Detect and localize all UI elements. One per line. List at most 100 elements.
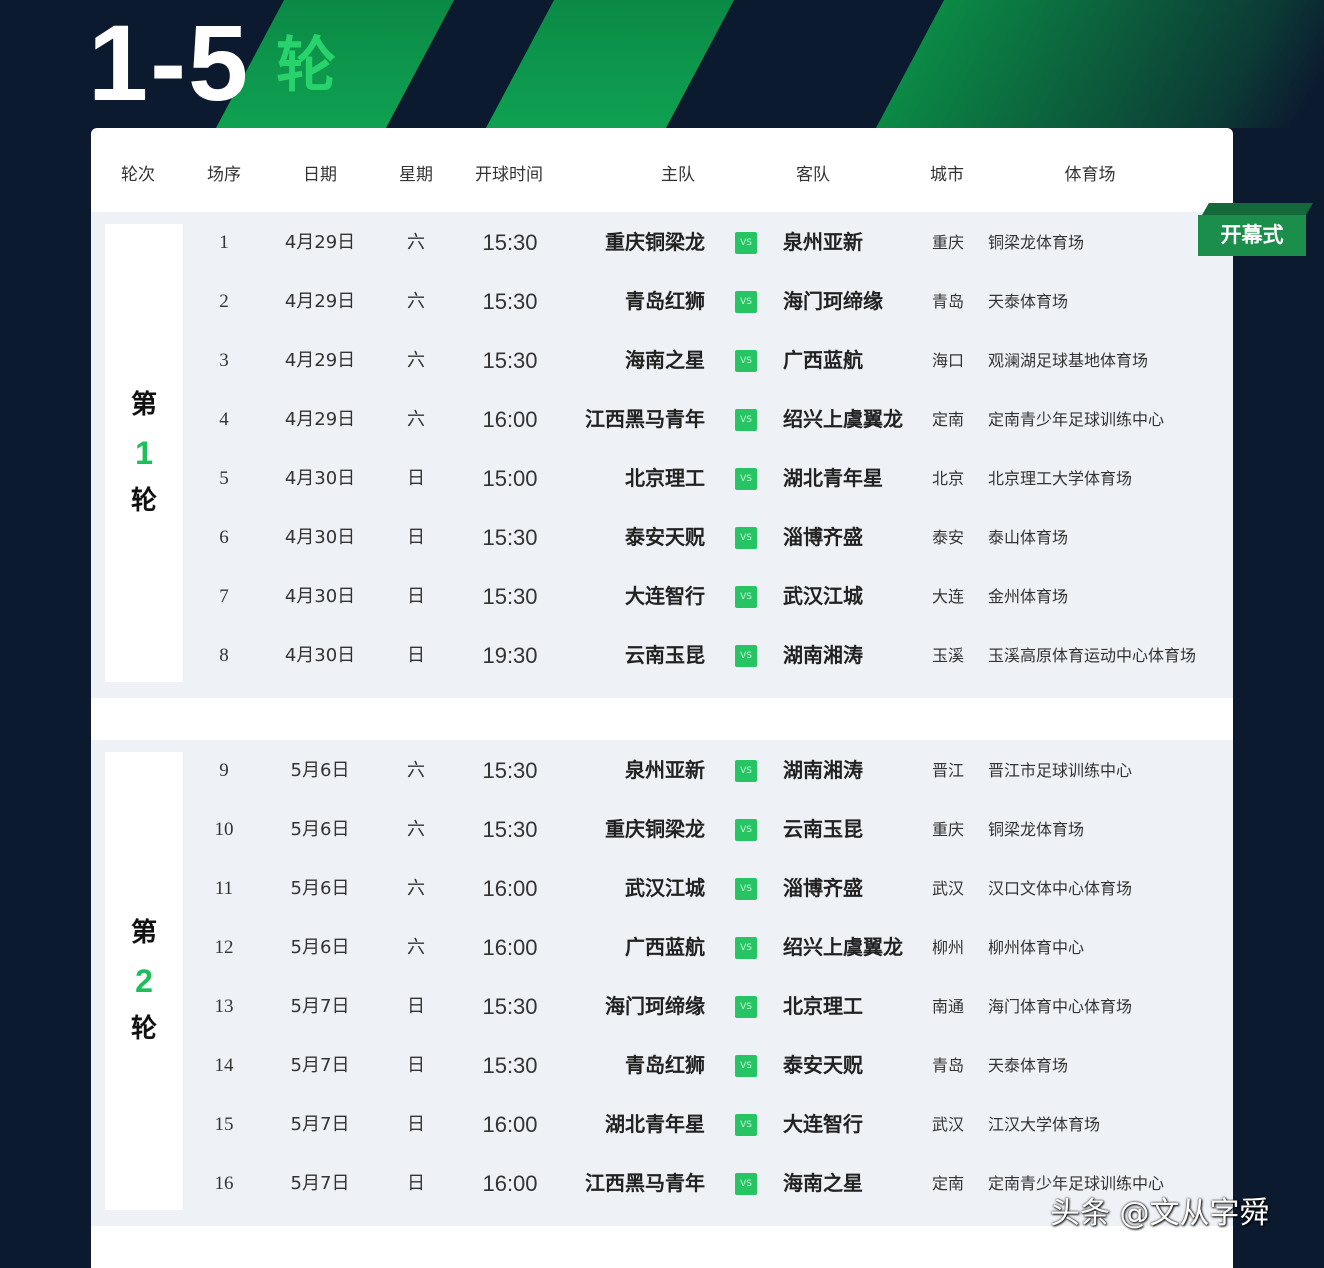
vs-icon: VS — [735, 819, 757, 841]
venue: 天泰体育场 — [988, 1056, 1069, 1075]
match-weekday: 六 — [407, 760, 425, 781]
venue: 北京理工大学体育场 — [988, 469, 1133, 488]
vs-icon: VS — [735, 350, 757, 372]
city: 武汉 — [932, 879, 965, 898]
table-row: 14 5月7日 日 15:30 青岛红狮 VS 泰安天贶 青岛 天泰体育场 — [91, 1036, 1233, 1095]
table-row: 9 5月6日 六 15:30 泉州亚新 VS 湖南湘涛 晋江 晋江市足球训练中心 — [91, 741, 1233, 800]
table-row: 16 5月7日 日 16:00 江西黑马青年 VS 海南之星 定南 定南青少年足… — [91, 1154, 1233, 1213]
match-weekday: 六 — [407, 291, 425, 312]
table-row: 13 5月7日 日 15:30 海门珂缔缘 VS 北京理工 南通 海门体育中心体… — [91, 977, 1233, 1036]
home-team: 青岛红狮 — [625, 1053, 705, 1077]
vs-icon: VS — [735, 1114, 757, 1136]
match-date: 4月29日 — [284, 232, 356, 253]
kickoff-time: 19:30 — [482, 643, 538, 668]
match-weekday: 六 — [407, 937, 425, 958]
kickoff-time: 15:30 — [482, 584, 538, 609]
home-team: 武汉江城 — [625, 876, 705, 900]
venue: 柳州体育中心 — [988, 938, 1085, 957]
home-team: 重庆铜梁龙 — [605, 817, 705, 841]
match-no: 8 — [219, 645, 229, 666]
match-no: 6 — [219, 527, 229, 548]
banner-title: 1-5 轮 — [88, 8, 336, 118]
away-team: 大连智行 — [783, 1112, 863, 1136]
header-away: 客队 — [796, 165, 830, 185]
vs-icon: VS — [735, 527, 757, 549]
round-range: 1-5 — [88, 2, 251, 123]
city: 定南 — [932, 1174, 965, 1193]
venue: 定南青少年足球训练中心 — [988, 410, 1165, 429]
away-team: 淄博齐盛 — [783, 525, 863, 549]
table-row: 11 5月6日 六 16:00 武汉江城 VS 淄博齐盛 武汉 汉口文体中心体育… — [91, 859, 1233, 918]
venue: 铜梁龙体育场 — [988, 820, 1085, 839]
city: 青岛 — [932, 1056, 965, 1075]
match-no: 7 — [219, 586, 229, 607]
table-row: 8 4月30日 日 19:30 云南玉昆 VS 湖南湘涛 玉溪 玉溪高原体育运动… — [91, 626, 1233, 685]
away-team: 武汉江城 — [783, 584, 863, 608]
match-no: 14 — [214, 1055, 234, 1076]
home-team: 大连智行 — [625, 584, 705, 608]
watermark: 头条 @文从字舜 — [1050, 1196, 1270, 1231]
kickoff-time: 16:00 — [482, 1171, 538, 1196]
round-prefix: 第 — [130, 918, 157, 948]
vs-icon: VS — [735, 291, 757, 313]
home-team: 江西黑马青年 — [585, 1171, 705, 1195]
away-team: 广西蓝航 — [783, 348, 863, 372]
city: 定南 — [932, 410, 965, 429]
match-date: 4月29日 — [284, 350, 356, 371]
round-block: 第 1 轮 1 4月29日 六 15:30 重庆铜梁龙 VS 泉州亚新 重庆 铜… — [91, 212, 1233, 698]
match-no: 1 — [219, 232, 229, 253]
away-team: 淄博齐盛 — [783, 876, 863, 900]
home-team: 泰安天贶 — [625, 525, 705, 549]
header-city: 城市 — [930, 165, 964, 185]
match-date: 5月7日 — [290, 996, 350, 1017]
city: 重庆 — [932, 233, 965, 252]
table-row: 5 4月30日 日 15:00 北京理工 VS 湖北青年星 北京 北京理工大学体… — [91, 449, 1233, 508]
away-team: 湖南湘涛 — [783, 643, 863, 667]
table-row: 6 4月30日 日 15:30 泰安天贶 VS 淄博齐盛 泰安 泰山体育场 — [91, 508, 1233, 567]
match-no: 15 — [214, 1114, 234, 1135]
venue: 玉溪高原体育运动中心体育场 — [988, 646, 1197, 665]
city: 晋江 — [932, 761, 965, 780]
kickoff-time: 16:00 — [482, 935, 538, 960]
away-team: 湖南湘涛 — [783, 758, 863, 782]
kickoff-time: 16:00 — [482, 1112, 538, 1137]
match-weekday: 六 — [407, 232, 425, 253]
table-row: 1 4月29日 六 15:30 重庆铜梁龙 VS 泉州亚新 重庆 铜梁龙体育场 — [91, 213, 1233, 272]
kickoff-time: 15:30 — [482, 994, 538, 1019]
city: 玉溪 — [932, 646, 965, 665]
match-no: 12 — [214, 937, 234, 958]
match-no: 16 — [214, 1173, 234, 1194]
match-weekday: 日 — [407, 527, 425, 548]
venue: 汉口文体中心体育场 — [988, 879, 1133, 898]
venue: 泰山体育场 — [988, 528, 1069, 547]
round-suffix: 轮 — [130, 1014, 157, 1044]
vs-icon: VS — [735, 232, 757, 254]
home-team: 广西蓝航 — [625, 935, 705, 959]
kickoff-time: 16:00 — [482, 407, 538, 432]
schedule-table: 轮次 场序 日期 星期 开球时间 主队 客队 城市 体育场 第 1 轮 1 4月… — [91, 128, 1233, 1268]
away-team: 海门珂缔缘 — [783, 289, 883, 313]
decorative-stripe — [485, 0, 735, 128]
table-row: 10 5月6日 六 15:30 重庆铜梁龙 VS 云南玉昆 重庆 铜梁龙体育场 — [91, 800, 1233, 859]
home-team: 北京理工 — [625, 466, 705, 490]
round-number: 1 — [135, 435, 153, 471]
city: 南通 — [932, 997, 965, 1016]
match-no: 5 — [219, 468, 229, 489]
venue: 观澜湖足球基地体育场 — [988, 351, 1149, 370]
match-date: 4月30日 — [284, 645, 356, 666]
venue: 定南青少年足球训练中心 — [988, 1174, 1165, 1193]
match-date: 5月7日 — [290, 1114, 350, 1135]
kickoff-time: 15:30 — [482, 1053, 538, 1078]
city: 武汉 — [932, 1115, 965, 1134]
round-number: 2 — [135, 963, 153, 999]
match-date: 5月6日 — [290, 819, 350, 840]
city: 柳州 — [932, 938, 965, 957]
table-row: 7 4月30日 日 15:30 大连智行 VS 武汉江城 大连 金州体育场 — [91, 567, 1233, 626]
venue: 天泰体育场 — [988, 292, 1069, 311]
round-suffix: 轮 — [130, 486, 157, 516]
round-suffix: 轮 — [276, 31, 337, 101]
vs-icon: VS — [735, 996, 757, 1018]
header-match-no: 场序 — [207, 165, 241, 185]
table-row: 15 5月7日 日 16:00 湖北青年星 VS 大连智行 武汉 江汉大学体育场 — [91, 1095, 1233, 1154]
home-team: 青岛红狮 — [625, 289, 705, 313]
